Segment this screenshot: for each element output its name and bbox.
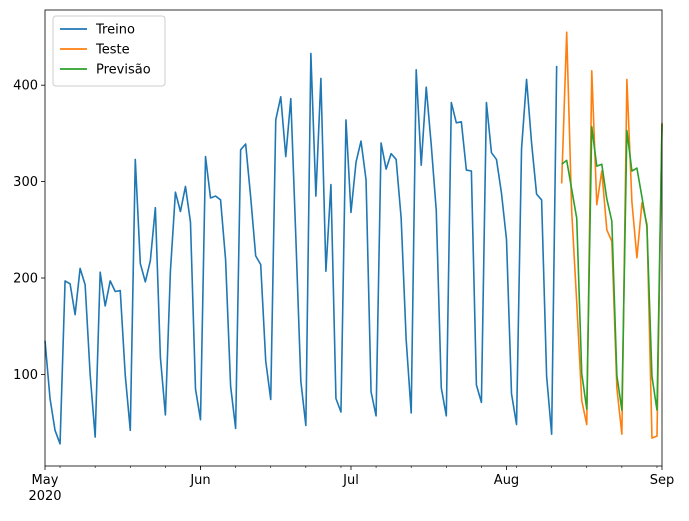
legend-label: Treino (95, 23, 135, 38)
legend-label: Teste (95, 43, 130, 58)
axes-frame (44, 9, 663, 467)
x-tick-label: Jul (342, 473, 359, 488)
x-tick-label: Sep (650, 473, 675, 488)
legend-label: Previsão (96, 63, 151, 78)
legend: Treino Teste Previsão (52, 15, 166, 87)
y-tick-label: 100 (13, 368, 38, 383)
x-tick-label: Jun (189, 473, 210, 488)
series-line-treino (44, 52, 558, 445)
x-tick-sublabel: 2020 (28, 489, 61, 504)
y-tick-label: 400 (13, 79, 38, 94)
series-layer (44, 31, 663, 445)
y-tick-label: 200 (13, 272, 38, 287)
series-line-previs-o (561, 123, 663, 411)
y-tick-label: 300 (13, 175, 38, 190)
x-tick-label: May (32, 473, 59, 488)
x-tick-label: Aug (494, 473, 519, 488)
